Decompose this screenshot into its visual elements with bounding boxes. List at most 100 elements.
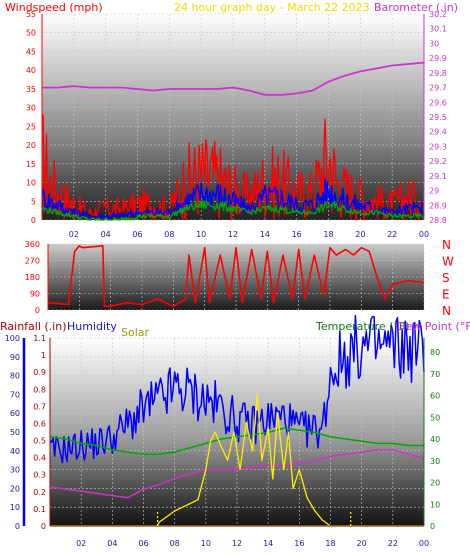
rainfall-tick-label: 1.1 [33,334,46,343]
wind-x-tick-label: 12 [228,230,238,239]
compass-label: E [442,288,450,302]
barometer-tick-label: 30.2 [429,10,447,19]
direction-series [47,245,425,308]
barometer-tick-label: 29.2 [429,157,447,166]
wind_low-line [41,199,424,221]
direction-tick-label: 360 [25,240,40,249]
rainfall-tick-label: 0.4 [33,454,46,463]
barometer-tick-label: 29.6 [429,98,447,107]
temperature-tick-label: 0 [430,522,435,531]
temperature-line [49,427,424,455]
rainfall-tick-label: 0.3 [33,471,46,480]
humidity-tick-label: 80 [10,372,20,381]
atmosphere-x-tick-label: 00 [419,539,429,548]
direction-tick-label: 270 [25,257,40,266]
wind-x-tick-label: 00 [419,230,429,239]
rainfall-tick-label: 0.6 [33,419,46,428]
windspeed-tick-label: 0 [31,216,36,225]
wind-x-tick-label: 08 [164,230,174,239]
humidity-tick-label: 90 [10,353,20,362]
atmosphere-x-tick-label: 08 [170,539,180,548]
windspeed-tick-label: 55 [26,10,36,19]
temperature-tick-label: 40 [430,435,440,444]
windspeed-tick-label: 20 [26,141,36,150]
barometer-tick-label: 29.5 [429,113,447,122]
dew_point-line [49,449,425,499]
humidity-tick-label: 100 [5,334,20,343]
wind-x-tick-label: 18 [323,230,333,239]
temperature-tick-label: 20 [430,479,440,488]
wind-x-tick-label: 04 [101,230,111,239]
wind-x-tick-label: 16 [292,230,302,239]
dewpoint-axis-label: Dew Point (°F) [397,320,470,333]
atmosphere-x-tick-label: 20 [357,539,367,548]
temperature-tick-label: 30 [430,457,440,466]
rainfall-axis-label: Rainfall (.in) [0,320,67,333]
barometer-tick-label: 29.9 [429,54,447,63]
compass-label: N [442,304,451,318]
barometer-tick-label: 30.1 [429,25,447,34]
humidity-tick-label: 30 [10,466,20,475]
wind-x-tick-label: 06 [132,230,142,239]
windspeed-axis-label: Windspeed (mph) [5,1,103,14]
temperature-tick-label: 60 [430,392,440,401]
humidity-tick-label: 10 [10,503,20,512]
humidity-tick-label: 20 [10,484,20,493]
barometer-axis-label: Barometer (.in) [374,1,458,14]
windspeed-tick-label: 40 [26,66,36,75]
compass-label: N [442,238,451,252]
wind-x-tick-label: 02 [69,230,79,239]
wind-x-tick-label: 10 [196,230,206,239]
windspeed-tick-label: 10 [26,179,36,188]
wind-series [41,61,425,221]
humidity-line [49,314,425,464]
atmosphere-series [49,314,425,527]
direction-tick-label: 90 [30,290,40,299]
direction-tick-label: 180 [25,273,40,282]
barometer-tick-label: 28.9 [429,201,447,210]
windspeed-tick-label: 35 [26,85,36,94]
windspeed-tick-label: 30 [26,104,36,113]
windspeed-tick-label: 25 [26,122,36,131]
rainfall-tick-label: 0.1 [33,505,46,514]
barometer-tick-label: 29.1 [429,172,447,181]
temperature-axis-label: Temperature (°F) [315,320,410,333]
windspeed-tick-label: 50 [26,29,36,38]
atmosphere-x-tick-label: 14 [263,539,273,548]
barometer-tick-label: 30 [429,39,439,48]
atmosphere-axes: 010203040506070809010000.10.20.30.40.50.… [5,334,440,548]
solar-line [50,393,424,527]
wind_gust-line [41,113,424,221]
chart-title: 24 hour graph day - March 22 2023 [174,1,370,14]
atmosphere-x-tick-label: 04 [107,539,117,548]
wind-x-tick-label: 20 [355,230,365,239]
windspeed-tick-label: 45 [26,47,36,56]
temperature-tick-label: 50 [430,413,440,422]
barometer-tick-label: 29.8 [429,69,447,78]
humidity-tick-label: 70 [10,390,20,399]
rainfall-tick-label: 0.8 [33,385,46,394]
humidity-tick-label: 40 [10,447,20,456]
rainfall-tick-label: 0 [41,522,46,531]
temperature-tick-label: 10 [430,500,440,509]
rainfall-tick-label: 0.9 [33,368,46,377]
atmosphere-x-tick-label: 22 [388,539,398,548]
wind-axes: 0 5 10 15 20 25 30 35 40 45 50 55 28.8 28.9 29 29.1 29.2… [26,10,447,239]
barometer-tick-label: 29.3 [429,142,447,151]
windspeed-tick-label: 15 [26,160,36,169]
rainfall-tick-label: 0.7 [33,402,46,411]
compass-label: S [442,271,450,285]
atmosphere-x-tick-label: 06 [138,539,148,548]
atmosphere-x-tick-label: 12 [232,539,242,548]
wind-plot-area [42,14,424,220]
humidity-tick-label: 50 [10,428,20,437]
rainfall-tick-label: 0.2 [33,488,46,497]
barometer-tick-label: 29.7 [429,84,447,93]
humidity-tick-label: 60 [10,409,20,418]
wind-x-tick-label: 14 [260,230,270,239]
direction-grid [48,243,425,311]
direction-tick-label: 0 [35,306,40,315]
rainfall-tick-label: 0.5 [33,437,46,446]
